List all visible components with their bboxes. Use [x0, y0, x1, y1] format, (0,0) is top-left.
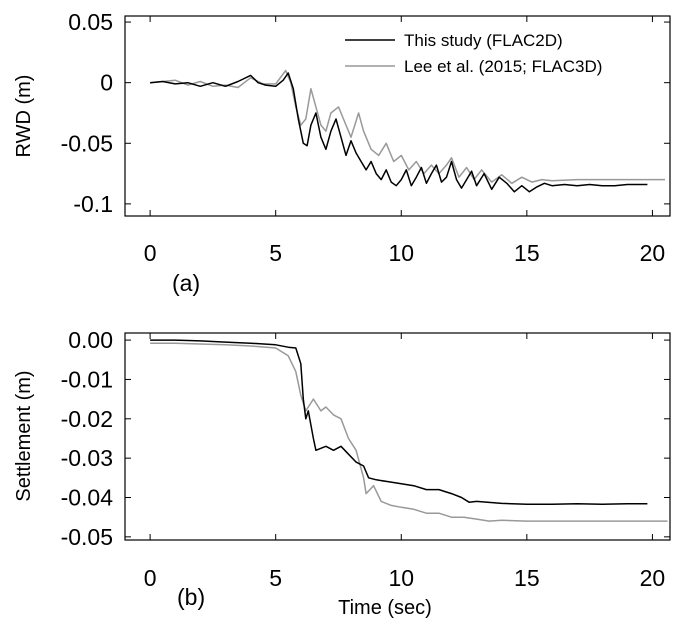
panel-b-ticks: [125, 333, 670, 540]
panel-b: 0 5 10 15 20 0.00 -0.01 -0.02 -0.03 -0.04 -0.05 Se…: [13, 327, 671, 619]
series-line-this-study: [150, 72, 648, 193]
y-tick-label: -0.03: [61, 445, 113, 471]
legend-label-this-study: This study (FLAC2D): [404, 31, 563, 50]
x-tick-label: 0: [144, 565, 157, 591]
x-tick-label: 0: [144, 240, 157, 266]
x-tick-label: 15: [514, 240, 540, 266]
panel-a-label: (a): [172, 270, 200, 296]
x-tick-label: 5: [269, 565, 282, 591]
x-tick-label: 15: [514, 565, 540, 591]
panel-a-tick-labels: 0 5 10 15 20 0.05 0 -0.05 -0.1: [61, 9, 666, 266]
x-tick-label: 10: [388, 240, 414, 266]
panel-b-series: [150, 339, 668, 522]
x-tick-label: 10: [388, 565, 414, 591]
y-tick-label: -0.01: [61, 366, 113, 392]
y-tick-label: -0.1: [73, 191, 113, 217]
y-tick-label: -0.05: [61, 524, 113, 550]
series-line-lee: [150, 342, 668, 522]
legend-label-lee: Lee et al. (2015; FLAC3D): [404, 57, 602, 76]
y-tick-label: -0.02: [61, 406, 113, 432]
y-tick-label: 0.00: [68, 327, 113, 353]
panel-a-series: [150, 69, 665, 193]
y-tick-label: 0: [100, 70, 113, 96]
panel-b-tick-labels: 0 5 10 15 20 0.00 -0.01 -0.02 -0.03 -0.04 -0.05: [61, 327, 666, 591]
series-line-this-study: [150, 339, 648, 505]
series-line-lee: [150, 69, 665, 185]
panel-a-frame: [124, 15, 671, 217]
panel-a-ticks: [125, 16, 670, 216]
x-tick-label: 5: [269, 240, 282, 266]
x-tick-label: 20: [640, 240, 666, 266]
y-tick-label: -0.05: [61, 130, 113, 156]
panel-a: 0 5 10 15 20 0.05 0 -0.05 -0.1 RWD (m) (a) This …: [13, 9, 671, 296]
panel-b-frame: [124, 332, 671, 541]
y-tick-label: 0.05: [68, 9, 113, 35]
panel-b-label: (b): [177, 584, 205, 610]
y-tick-label: -0.04: [61, 484, 114, 510]
panel-b-ylabel: Settlement (m): [13, 370, 35, 501]
legend: This study (FLAC2D) Lee et al. (2015; FL…: [345, 31, 602, 76]
x-tick-label: 20: [640, 565, 666, 591]
panel-a-ylabel: RWD (m): [13, 75, 35, 158]
panel-b-xlabel: Time (sec): [338, 597, 432, 619]
